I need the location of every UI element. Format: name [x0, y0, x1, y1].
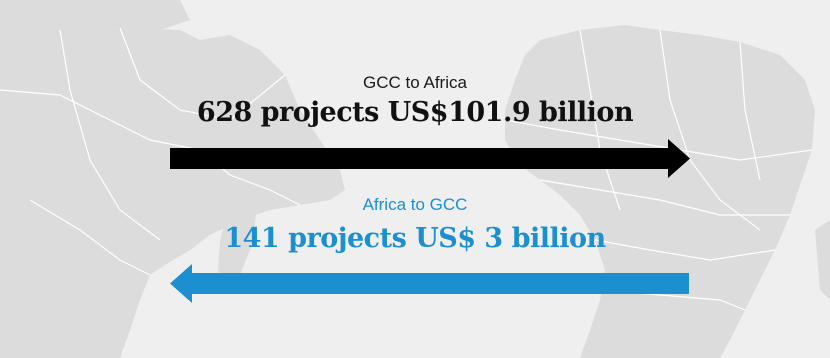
iran-landmass	[0, 0, 190, 40]
inbound-flow-label: Africa to GCC	[362, 195, 468, 214]
africa-landmass	[505, 25, 815, 358]
arabian-peninsula-landmass	[0, 28, 345, 358]
far-right-landmass	[815, 220, 830, 300]
inbound-flow-headline: 141 projects US$ 3 billion	[0, 222, 830, 256]
outbound-flow-label: GCC to Africa	[363, 73, 467, 92]
madagascar-landmass	[218, 200, 256, 285]
outbound-investment-value: US$101.9 billion	[387, 97, 634, 128]
inbound-investment-value: US$ 3 billion	[415, 223, 606, 254]
outbound-projects-count: 628 projects	[196, 97, 379, 128]
outbound-arrow-shaft	[170, 148, 670, 169]
outbound-arrow-head	[668, 139, 690, 178]
outbound-flow-headline: 628 projects US$101.9 billion	[0, 96, 830, 130]
inbound-projects-count: 141 projects	[224, 223, 407, 254]
inbound-arrow-shaft	[190, 273, 689, 294]
inbound-arrow-head	[170, 264, 192, 303]
country-borders	[0, 27, 813, 311]
